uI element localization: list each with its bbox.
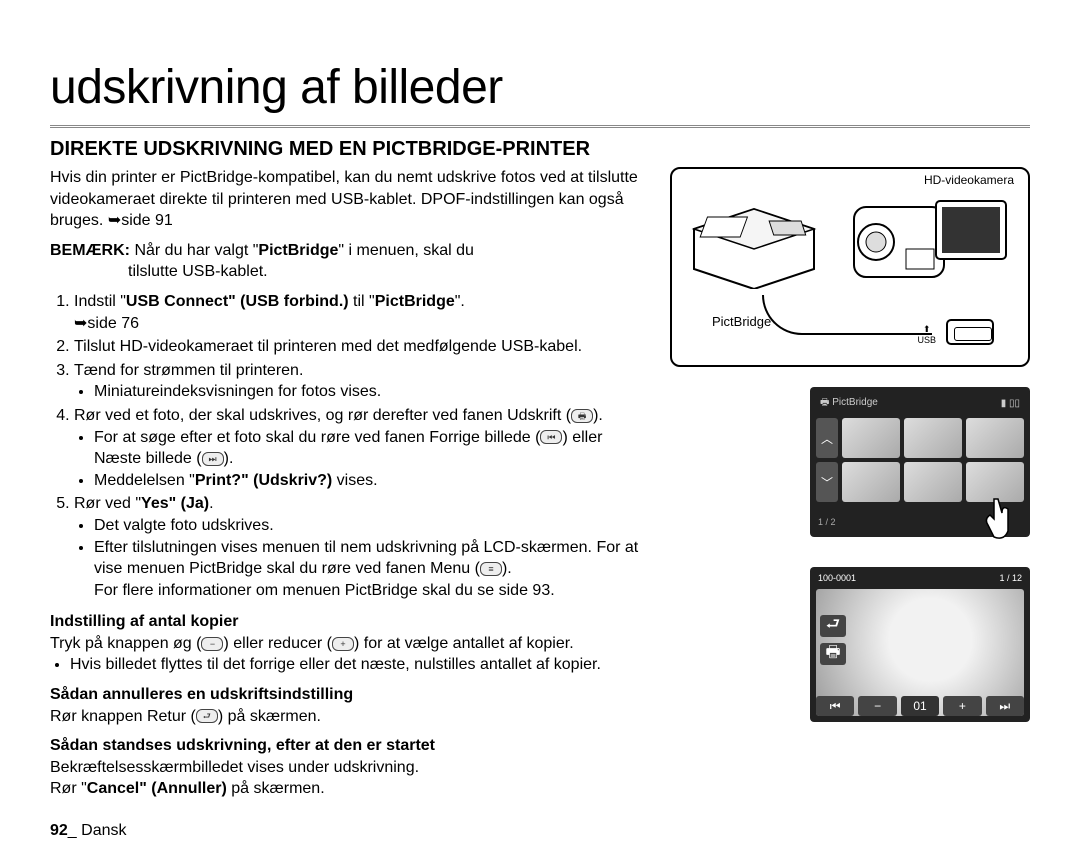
thumbnail[interactable] <box>842 418 900 458</box>
return-icon: ⮐ <box>196 709 218 723</box>
printer-icon: 🖶 <box>820 397 829 408</box>
next-image-button[interactable]: ⏭ <box>986 696 1024 716</box>
thumbnail[interactable] <box>904 418 962 458</box>
step-3: Tænd for strømmen til printeren. Miniatu… <box>74 360 650 403</box>
scroll-down-button[interactable]: ﹀ <box>816 462 838 502</box>
pager-text: 1 / 2 <box>818 517 836 527</box>
usb-label: ⬆USB <box>917 324 936 345</box>
thumbnail[interactable] <box>904 462 962 502</box>
screen-print-preview: 100-0001 1 / 12 ⮐ 🖶 ⏮ − 01 + ⏭ <box>810 567 1030 722</box>
thumbnail[interactable] <box>842 462 900 502</box>
page-footer: 92_ Dansk <box>50 822 127 840</box>
steps-list: Indstil "USB Connect" (USB forbind.) til… <box>50 291 650 601</box>
prev-image-button[interactable]: ⏮ <box>816 696 854 716</box>
page-number: 92 <box>50 822 68 839</box>
return-button[interactable]: ⮐ <box>820 615 846 637</box>
battery-icon: ▮ ▯▯ <box>1001 398 1020 409</box>
scroll-up-button[interactable]: ︿ <box>816 418 838 458</box>
sub-stop-print: Sådan standses udskrivning, efter at den… <box>50 735 650 800</box>
intro-paragraph: Hvis din printer er PictBridge-kompatibe… <box>50 167 650 232</box>
file-number: 100-0001 <box>818 573 856 583</box>
thumbnail[interactable] <box>966 418 1024 458</box>
pointer-hand-icon <box>976 495 1016 543</box>
next-icon: ⏭ <box>202 452 224 466</box>
photo-counter: 1 / 12 <box>999 573 1022 583</box>
copies-count: 01 <box>901 696 939 716</box>
screen-pictbridge-grid: 🖶 PictBridge ▮ ▯▯ ︿ ﹀ 1 / 2 <box>810 387 1030 537</box>
note: BEMÆRK: Når du har valgt "PictBridge" i … <box>50 240 650 283</box>
step-5: Rør ved "Yes" (Ja). Det valgte foto udsk… <box>74 493 650 601</box>
divider <box>50 125 1030 128</box>
section-heading: DIREKTE UDSKRIVNING MED EN PICTBRIDGE-PR… <box>50 138 1030 161</box>
plus-icon: + <box>332 637 354 651</box>
print-button[interactable]: 🖶 <box>820 643 846 665</box>
step-4: Rør ved et foto, der skal udskrives, og … <box>74 405 650 491</box>
pictbridge-label: PictBridge <box>712 314 771 329</box>
minus-icon: − <box>201 637 223 651</box>
printer-illustration <box>684 199 824 289</box>
print-tab-icon: 🖶 <box>571 409 593 423</box>
sub-copies: Indstilling af antal kopier Tryk på knap… <box>50 611 650 676</box>
body-text: Hvis din printer er PictBridge-kompatibe… <box>50 167 650 802</box>
increase-copies-button[interactable]: + <box>943 696 981 716</box>
prev-icon: ⏮ <box>540 430 562 444</box>
decrease-copies-button[interactable]: − <box>858 696 896 716</box>
language-label: Dansk <box>77 822 127 839</box>
step-1: Indstil "USB Connect" (USB forbind.) til… <box>74 291 650 334</box>
note-label: BEMÆRK: <box>50 242 130 259</box>
menu-icon: ≡ <box>480 562 502 576</box>
step-2: Tilslut HD-videokameraet til printeren m… <box>74 336 650 358</box>
usb-cable <box>762 295 932 335</box>
usb-plug-illustration <box>946 319 994 345</box>
camera-illustration <box>846 187 1016 297</box>
page-title: udskrivning af billeder <box>50 60 1030 115</box>
sub-cancel-setting: Sådan annulleres en udskriftsindstilling… <box>50 684 650 727</box>
connection-diagram: HD-videokamera PictBridge ⬆USB <box>670 167 1030 367</box>
hd-camera-label: HD-videokamera <box>924 173 1014 187</box>
